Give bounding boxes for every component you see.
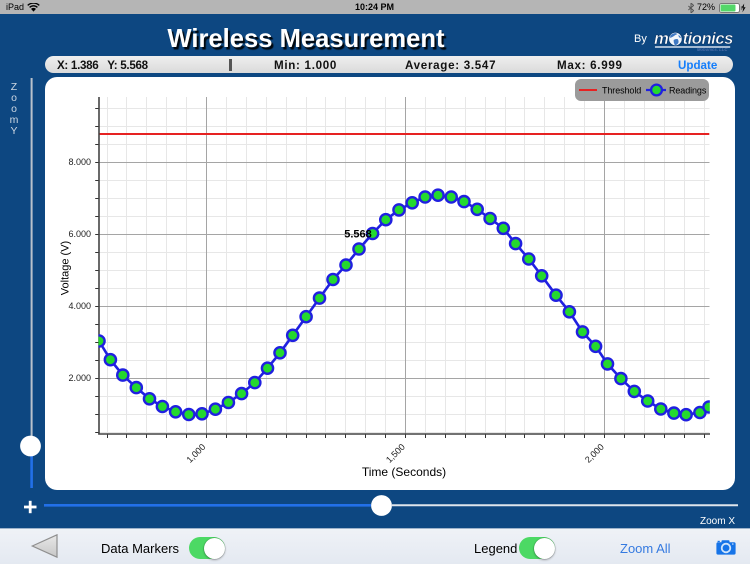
svg-text:Zoom X: Zoom X xyxy=(700,516,735,527)
svg-text:4.000: 4.000 xyxy=(68,301,91,311)
svg-text:6.000: 6.000 xyxy=(68,229,91,239)
svg-text:Readings: Readings xyxy=(669,86,707,96)
svg-text:Time (Seconds): Time (Seconds) xyxy=(362,465,446,479)
svg-text:2.000: 2.000 xyxy=(68,373,91,383)
svg-text:1,500: 1,500 xyxy=(384,442,407,465)
svg-text:tionics: tionics xyxy=(683,29,734,48)
svg-text:8.000: 8.000 xyxy=(68,157,91,167)
svg-text:m: m xyxy=(654,29,669,48)
svg-text:Voltage (V): Voltage (V) xyxy=(60,241,72,295)
svg-text:Motionics, LLC: Motionics, LLC xyxy=(697,46,728,51)
svg-text:1,000: 1,000 xyxy=(184,442,207,465)
svg-text:2,000: 2,000 xyxy=(583,442,606,465)
svg-text:5.568: 5.568 xyxy=(344,229,372,241)
svg-text:Threshold: Threshold xyxy=(602,86,641,96)
